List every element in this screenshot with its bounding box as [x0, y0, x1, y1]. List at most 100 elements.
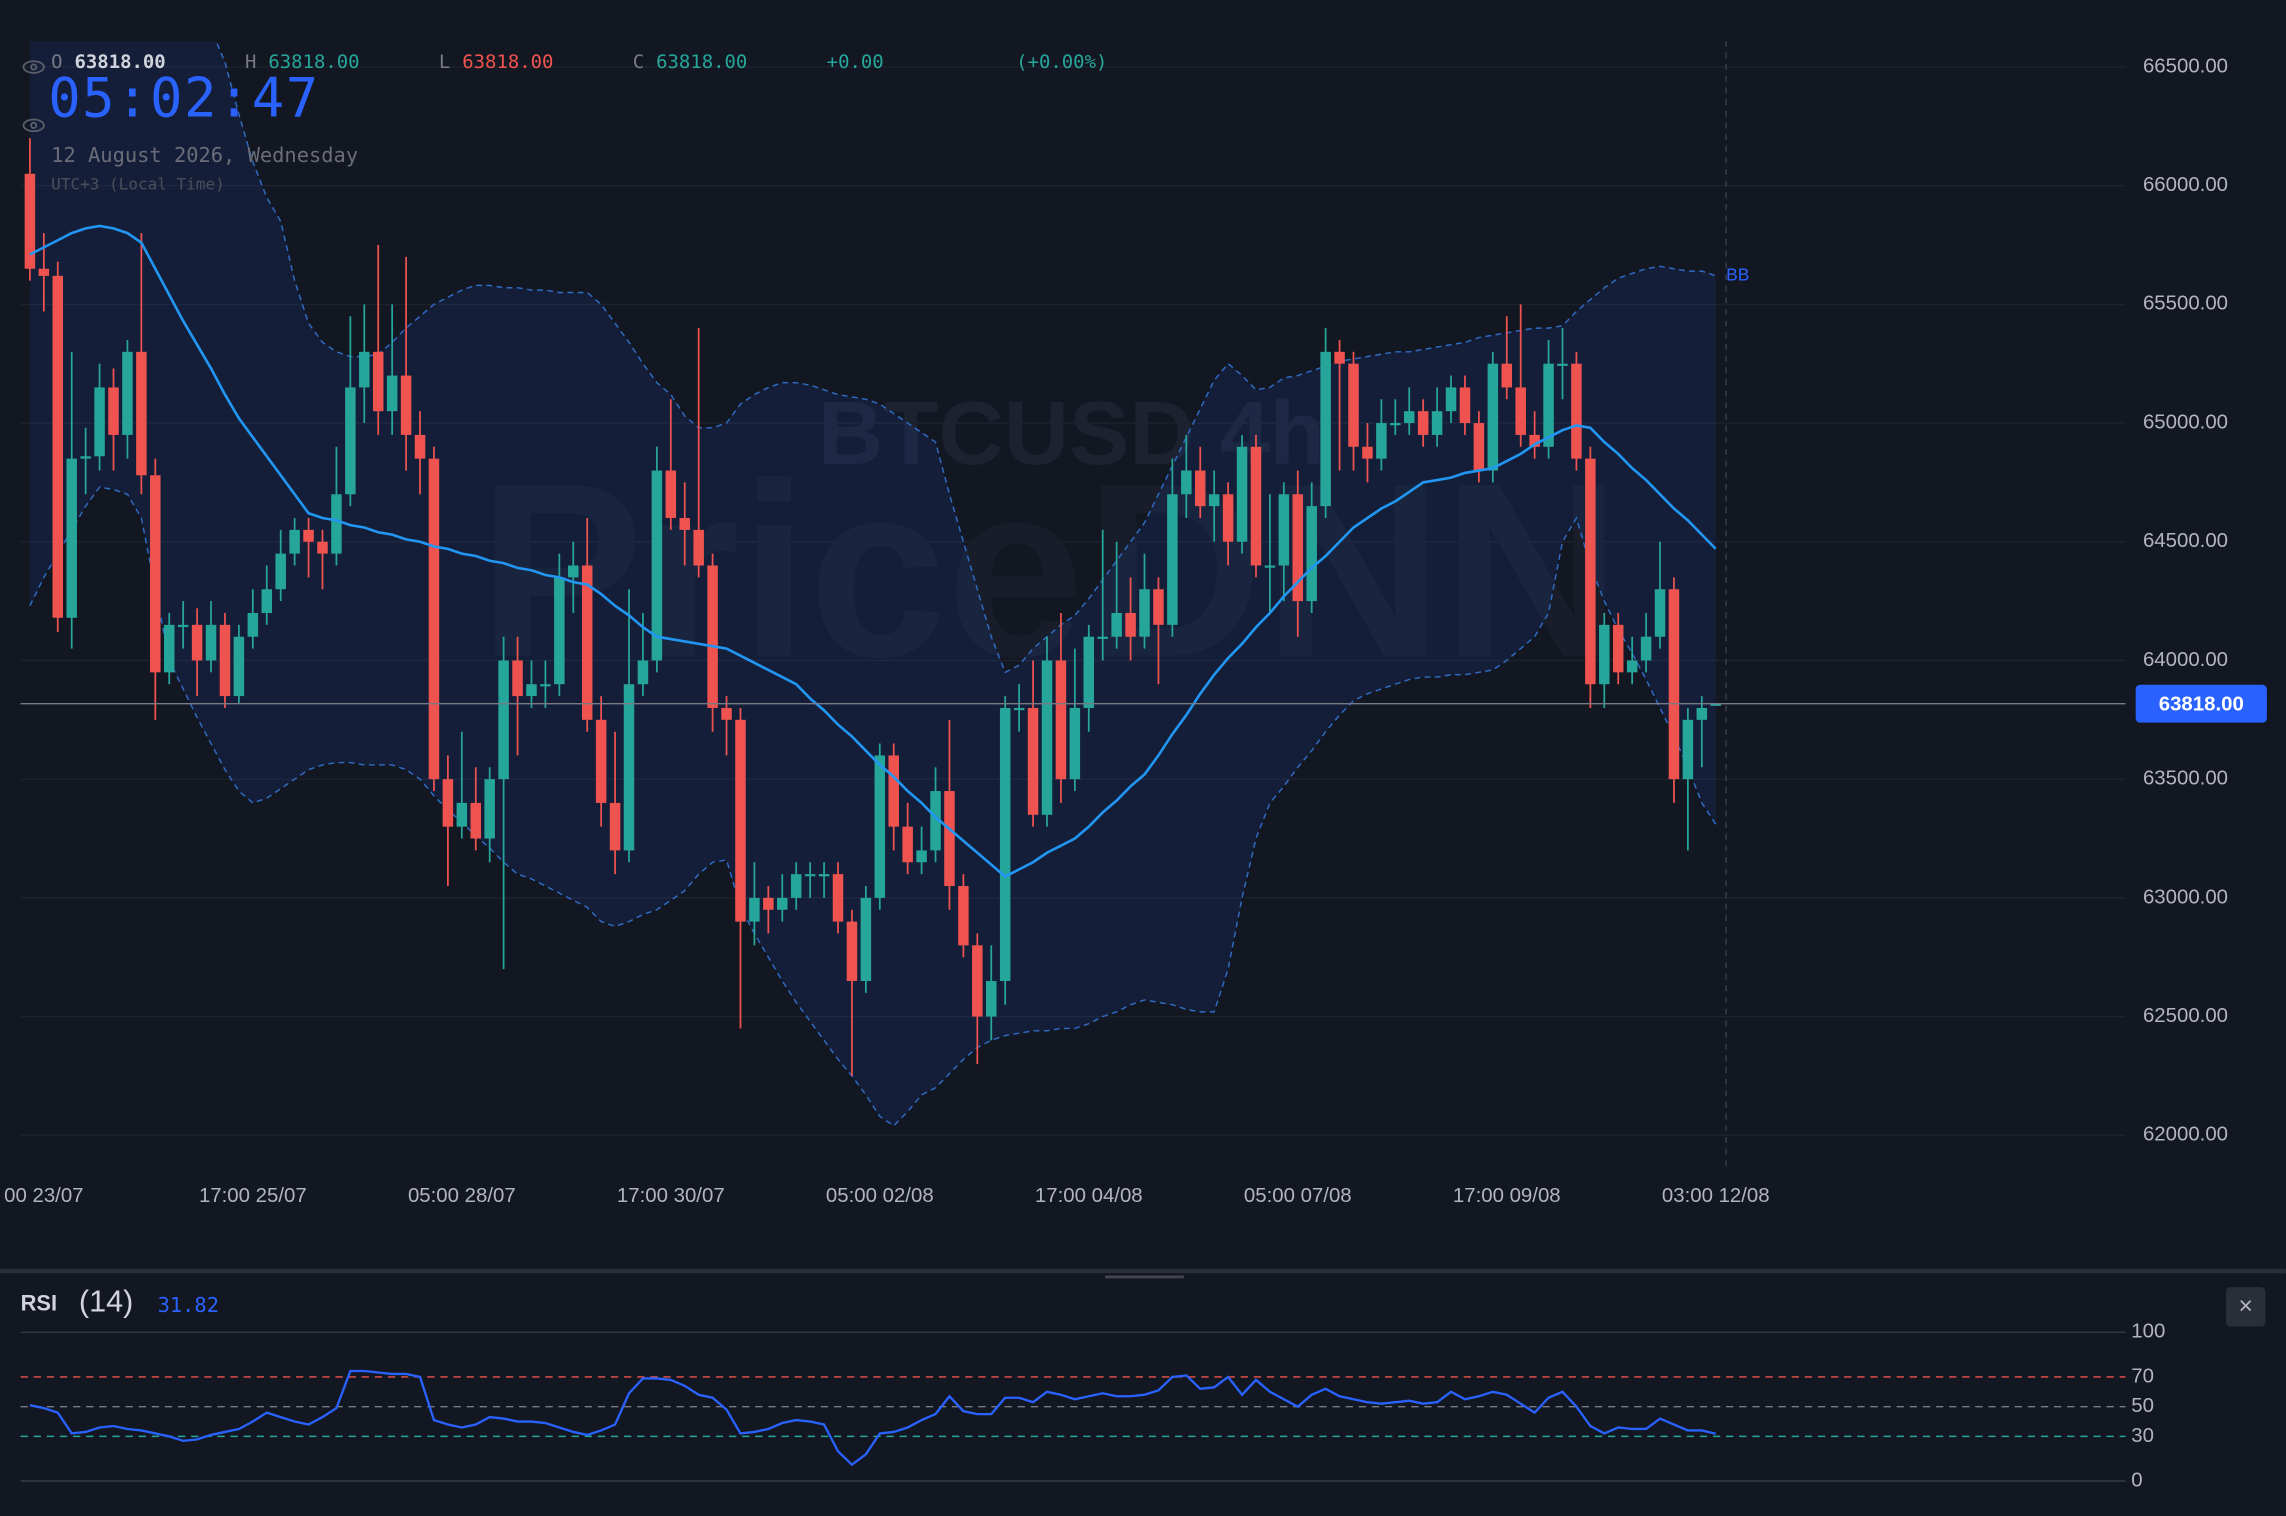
x-tick-label: 00 23/07	[4, 1185, 83, 1207]
ohlc-key: L	[439, 51, 450, 73]
candle-body	[1236, 446, 1248, 542]
candle-body	[790, 874, 802, 898]
candle-body	[1362, 446, 1373, 459]
candle-body	[1431, 411, 1443, 435]
price-plot	[24, 40, 1722, 1127]
candle-body	[386, 375, 398, 412]
change: +0.00	[827, 51, 884, 73]
ohlc-value: 63818.00	[75, 51, 166, 73]
candle-body	[1376, 423, 1387, 459]
candle-body	[136, 351, 147, 476]
candle-body	[749, 897, 760, 922]
candle-body	[902, 826, 913, 863]
candle-body	[1167, 494, 1178, 625]
candle-body	[735, 719, 746, 922]
candle-body	[359, 351, 370, 388]
candle-body	[66, 458, 77, 618]
candle-body	[916, 850, 927, 863]
candle-body	[526, 684, 537, 697]
ohlc-value: 63818.00	[462, 51, 553, 73]
y-tick-label: 63500.00	[2143, 768, 2228, 790]
candle-body	[1348, 363, 1359, 447]
candle-body	[150, 475, 161, 673]
bollinger-band-fill	[29, 40, 1716, 1126]
candle-body	[1585, 458, 1596, 685]
candle-body	[1445, 387, 1457, 412]
candle-body	[846, 921, 858, 981]
candle-body	[637, 660, 649, 685]
ohlc-key: H	[245, 51, 256, 73]
candle-body	[581, 565, 593, 720]
eye-icon	[22, 60, 45, 133]
x-tick-label: 17:00 09/08	[1453, 1185, 1561, 1207]
candle-body	[1097, 636, 1108, 639]
candle-body	[1125, 612, 1136, 637]
x-tick-label: 05:00 07/08	[1244, 1185, 1352, 1207]
candle-body	[1501, 363, 1513, 388]
candle-body	[1529, 434, 1540, 447]
rsi-tick-label: 30	[2131, 1425, 2154, 1447]
candle-body	[484, 779, 495, 839]
bollinger-upper	[215, 40, 1716, 674]
candle-body	[930, 791, 941, 851]
rsi-tick-label: 70	[2131, 1365, 2154, 1387]
y-tick-label: 64500.00	[2143, 530, 2228, 552]
x-tick-label: 17:00 30/07	[617, 1185, 725, 1207]
y-tick-label: 65000.00	[2143, 411, 2228, 433]
candle-body	[498, 660, 509, 780]
rsi-pane: 0 30 50 70 100	[20, 1321, 2165, 1491]
date: 12 August 2026, Wednesday	[51, 143, 358, 167]
candle-body	[874, 755, 886, 898]
rsi-tick-label: 50	[2131, 1395, 2154, 1417]
candle-body	[609, 802, 621, 851]
candle-body	[1320, 351, 1331, 507]
candle-body	[763, 897, 774, 910]
candle-body	[944, 791, 955, 887]
candle-body	[1487, 363, 1499, 471]
candle-body	[1696, 707, 1708, 720]
candle-body	[986, 980, 997, 1017]
candle-body	[24, 173, 36, 269]
candle-body	[623, 684, 635, 851]
candle-body	[1626, 660, 1638, 673]
x-tick-label: 05:00 28/07	[408, 1185, 516, 1207]
candle-body	[804, 874, 816, 877]
candle-body	[818, 874, 830, 877]
ohlc-value: 63818.00	[268, 51, 359, 73]
candle-body	[1222, 494, 1234, 542]
candle-body	[414, 434, 426, 459]
candle-body	[372, 351, 384, 412]
candle-body	[247, 612, 259, 637]
close-button[interactable]	[2226, 1287, 2266, 1327]
candle-body	[1417, 411, 1429, 435]
candle-body	[860, 897, 872, 981]
candle-body	[52, 275, 64, 618]
y-tick-label: 62500.00	[2143, 1005, 2228, 1027]
close-icon[interactable]: ×	[2239, 1293, 2253, 1320]
candle-body	[1557, 363, 1568, 366]
candle-body	[679, 518, 690, 530]
candle-body	[1710, 703, 1722, 706]
candle-body	[1459, 387, 1471, 424]
clock: 05:02:47	[48, 67, 319, 130]
ohlc-value: 63818.00	[656, 51, 747, 73]
candle-body	[470, 802, 481, 839]
y-tick-label: 64000.00	[2143, 649, 2228, 671]
legend-entry: BB	[1726, 264, 1749, 284]
candle-body	[721, 707, 732, 720]
rsi-value: 31.82	[158, 1293, 219, 1317]
candle-body	[595, 719, 607, 803]
candle-body	[1292, 494, 1304, 602]
ohlc-key: O	[51, 51, 62, 73]
candle-body	[191, 624, 203, 661]
candle-body	[832, 874, 844, 922]
candle-body	[233, 636, 245, 697]
candle-body	[1403, 411, 1415, 424]
candle-body	[1083, 636, 1095, 708]
grid	[20, 66, 2126, 1137]
candle-body	[1306, 506, 1317, 602]
candle-body	[1250, 446, 1262, 566]
candle-body	[303, 529, 314, 542]
candle-body	[512, 660, 523, 697]
